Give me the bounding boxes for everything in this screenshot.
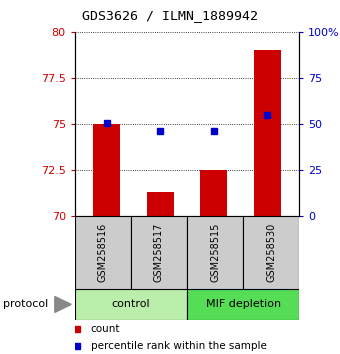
Bar <box>94 124 120 216</box>
Bar <box>75 216 131 289</box>
Text: GDS3626 / ILMN_1889942: GDS3626 / ILMN_1889942 <box>82 10 258 22</box>
Text: protocol: protocol <box>3 299 49 309</box>
Bar <box>243 216 299 289</box>
Bar <box>187 289 299 320</box>
Polygon shape <box>55 297 71 313</box>
Bar <box>131 216 187 289</box>
Bar <box>75 289 187 320</box>
Bar <box>147 192 174 216</box>
Text: count: count <box>90 324 120 334</box>
Text: control: control <box>112 299 150 309</box>
Text: GSM258530: GSM258530 <box>266 223 276 282</box>
Text: percentile rank within the sample: percentile rank within the sample <box>90 341 266 350</box>
Bar <box>200 170 227 216</box>
Bar <box>187 216 243 289</box>
Text: GSM258516: GSM258516 <box>98 223 108 282</box>
Text: GSM258517: GSM258517 <box>154 223 164 282</box>
Text: GSM258515: GSM258515 <box>210 223 220 282</box>
Text: MIF depletion: MIF depletion <box>206 299 280 309</box>
Bar <box>254 50 280 216</box>
